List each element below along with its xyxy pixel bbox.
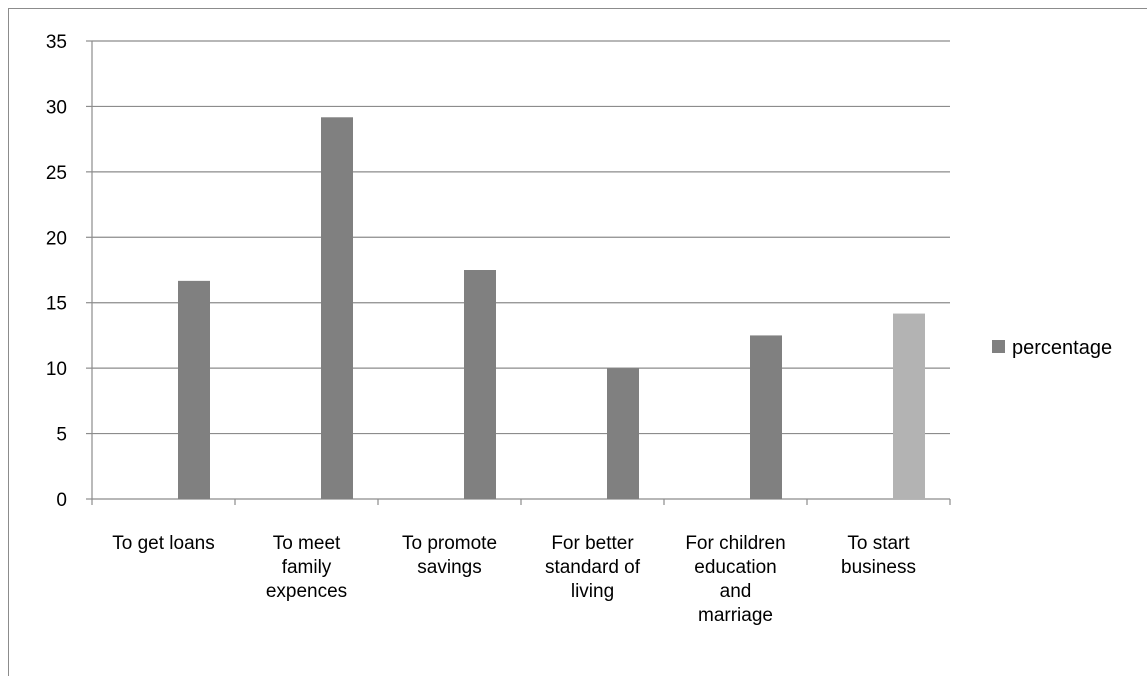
x-tick-label-line: To meet (273, 533, 341, 554)
x-tick-label-line: education (694, 557, 776, 578)
bar (464, 270, 496, 499)
y-tick-label: 35 (46, 32, 67, 53)
bar (178, 280, 210, 499)
x-tick-label-line: and (720, 581, 752, 602)
x-tick-labels: To get loans To meet family expences To prom… (112, 533, 916, 626)
x-tick-label-line: business (841, 557, 916, 578)
x-tick-label-line: standard of (545, 557, 641, 578)
legend-swatch (992, 340, 1005, 353)
x-tick-label-line: To promote (402, 533, 497, 554)
bar (607, 368, 639, 499)
y-tick-label: 25 (46, 163, 67, 184)
x-tick-label-line: family (282, 557, 332, 578)
x-tick-label: To start business (841, 533, 916, 578)
y-tick-label: 20 (46, 228, 67, 249)
y-tick-label: 15 (46, 294, 67, 315)
y-tick-label: 30 (46, 97, 67, 118)
x-tick-label-line: For better (551, 533, 634, 554)
legend: percentage (992, 337, 1112, 359)
x-tick-label: For children education and marriage (685, 533, 785, 626)
x-tick-label: To get loans (112, 533, 214, 554)
bar (893, 313, 925, 499)
x-tick-label-line: marriage (698, 605, 773, 626)
y-tick-label: 0 (56, 490, 67, 511)
bar (750, 335, 782, 499)
gridlines (92, 40, 950, 435)
y-tick-label: 10 (46, 359, 67, 380)
x-tick-label: For better standard of living (545, 533, 641, 602)
bars (178, 117, 925, 500)
x-tick-label-line: To get loans (112, 533, 214, 554)
x-tick-label-line: living (571, 581, 614, 602)
bar (321, 117, 353, 500)
x-tick-label-line: savings (417, 557, 481, 578)
y-tick-labels: 0 5 10 15 20 25 30 35 (46, 32, 67, 511)
x-tick-label: To promote savings (402, 533, 497, 578)
x-tick-label-line: To start (847, 533, 910, 554)
chart-frame (8, 8, 1147, 676)
x-tick-label: To meet family expences (266, 533, 347, 602)
axes (86, 40, 951, 505)
legend-label: percentage (1012, 337, 1112, 359)
x-tick-label-line: expences (266, 581, 347, 602)
x-tick-label-line: For children (685, 533, 785, 554)
y-tick-label: 5 (56, 425, 67, 446)
